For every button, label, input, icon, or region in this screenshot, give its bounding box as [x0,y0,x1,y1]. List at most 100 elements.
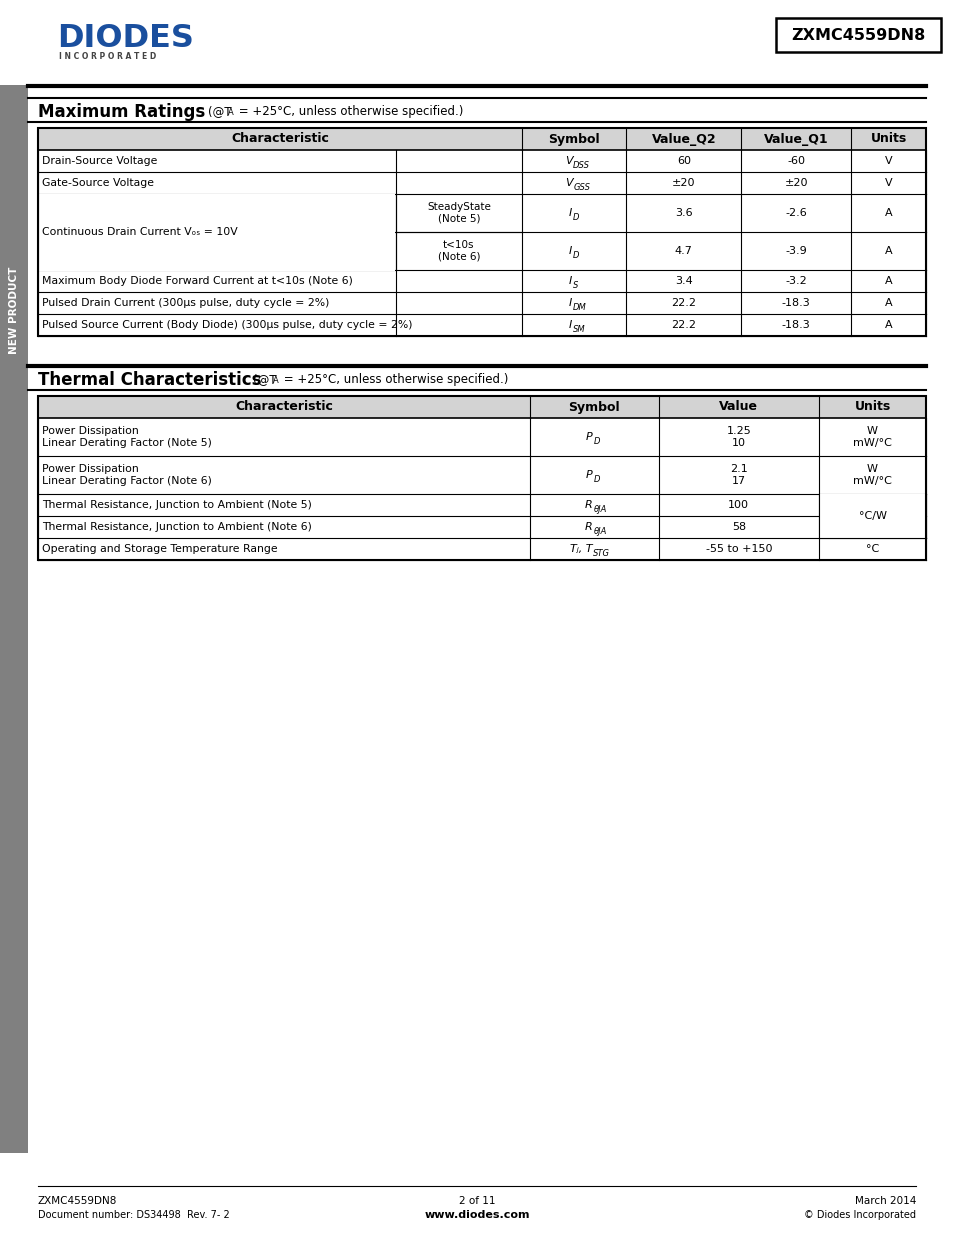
Text: V: V [883,156,891,165]
Text: = +25°C, unless otherwise specified.): = +25°C, unless otherwise specified.) [234,105,463,119]
Bar [38,172,925,194]
Text: (@T: (@T [253,373,276,387]
Text: Pulsed Source Current (Body Diode) (300μs pulse, duty cycle = 2%): Pulsed Source Current (Body Diode) (300μ… [42,320,412,330]
Text: Maximum Body Diode Forward Current at t<10s (Note 6): Maximum Body Diode Forward Current at t<… [42,275,353,287]
Bar [38,232,925,270]
Text: NEW PRODUCT: NEW PRODUCT [9,267,19,353]
Text: P: P [585,432,592,442]
Text: Continuous Drain Current Vₒₛ = 10V: Continuous Drain Current Vₒₛ = 10V [42,207,237,219]
Bar [38,538,925,559]
Text: A: A [273,375,278,385]
Text: 22.2: 22.2 [671,320,696,330]
Text: Characteristic: Characteristic [234,400,333,414]
Text: 22.2: 22.2 [671,298,696,308]
Text: -3.2: -3.2 [784,275,806,287]
Text: -3.9: -3.9 [784,246,806,256]
Text: Value: Value [719,400,758,414]
Text: 58: 58 [731,522,745,532]
Text: V: V [564,156,572,165]
Text: Thermal Characteristics: Thermal Characteristics [38,370,261,389]
Text: www.diodes.com: www.diodes.com [424,1210,529,1220]
Text: V: V [883,178,891,188]
Text: -18.3: -18.3 [781,298,810,308]
Text: θJA: θJA [593,526,606,536]
Text: S: S [573,280,578,289]
Text: Units: Units [869,132,905,146]
Text: A: A [883,207,891,219]
Text: A: A [228,107,233,117]
Text: I: I [568,298,572,308]
Text: R: R [584,500,592,510]
Text: D: D [573,251,579,259]
Text: 2.1
17: 2.1 17 [729,464,747,485]
Text: D: D [593,474,599,483]
Bar [38,194,395,270]
Text: Symbol: Symbol [548,132,599,146]
Text: March 2014: March 2014 [854,1195,915,1207]
Text: D: D [573,212,579,221]
Text: Operating and Storage Temperature Range: Operating and Storage Temperature Range [42,543,277,555]
Bar [819,494,924,538]
Bar [38,516,925,538]
Bar [38,396,925,417]
Text: 2 of 11: 2 of 11 [458,1195,495,1207]
Bar [38,194,925,232]
Text: ZXMC4559DN8: ZXMC4559DN8 [790,27,924,42]
Text: SteadyState
(Note 5): SteadyState (Note 5) [427,203,491,224]
Text: ±20: ±20 [783,178,807,188]
Text: A: A [883,246,891,256]
Text: Characteristic: Characteristic [231,132,329,146]
Text: Power Dissipation
Linear Derating Factor (Note 5): Power Dissipation Linear Derating Factor… [42,426,212,448]
Text: Drain-Source Voltage: Drain-Source Voltage [42,156,157,165]
Text: GSS: GSS [573,183,590,191]
Text: Thermal Resistance, Junction to Ambient (Note 5): Thermal Resistance, Junction to Ambient … [42,500,312,510]
Text: Continuous Drain Current Vₒₛ = 10V: Continuous Drain Current Vₒₛ = 10V [42,227,237,237]
Text: Pulsed Drain Current (300μs pulse, duty cycle = 2%): Pulsed Drain Current (300μs pulse, duty … [42,298,329,308]
Text: D: D [593,436,599,446]
Text: V: V [564,178,572,188]
Text: W
mW/°C: W mW/°C [852,426,891,448]
Text: Tⱼ, T: Tⱼ, T [569,543,592,555]
Text: -55 to +150: -55 to +150 [705,543,771,555]
Text: 3.6: 3.6 [675,207,692,219]
Text: °C/W: °C/W [858,511,885,521]
Text: t<10s
(Note 6): t<10s (Note 6) [437,240,479,262]
Text: P: P [585,471,592,480]
Text: R: R [584,522,592,532]
Text: STG: STG [593,548,610,557]
Text: I: I [568,246,572,256]
Text: -60: -60 [786,156,804,165]
Text: 60: 60 [676,156,690,165]
Bar [38,417,925,456]
Text: SM: SM [573,325,585,333]
Text: θJA: θJA [593,505,606,514]
Text: W
mW/°C: W mW/°C [852,464,891,485]
Bar [38,291,925,314]
Text: Document number: DS34498  Rev. 7- 2: Document number: DS34498 Rev. 7- 2 [38,1210,230,1220]
Text: Value_Q1: Value_Q1 [763,132,828,146]
Text: -2.6: -2.6 [784,207,806,219]
Text: = +25°C, unless otherwise specified.): = +25°C, unless otherwise specified.) [280,373,508,387]
Text: ZXMC4559DN8: ZXMC4559DN8 [38,1195,117,1207]
Bar [0,85,28,1153]
Text: DIODES: DIODES [57,23,193,54]
Text: I N C O R P O R A T E D: I N C O R P O R A T E D [59,52,156,61]
Text: Thermal Resistance, Junction to Ambient (Note 6): Thermal Resistance, Junction to Ambient … [42,522,312,532]
Text: -18.3: -18.3 [781,320,810,330]
Text: Gate-Source Voltage: Gate-Source Voltage [42,178,153,188]
Bar [775,19,940,52]
Bar [38,314,925,336]
Text: © Diodes Incorporated: © Diodes Incorporated [803,1210,915,1220]
Bar [38,494,925,516]
Text: °C: °C [865,543,879,555]
Bar [38,128,925,149]
Text: 3.4: 3.4 [674,275,692,287]
Text: A: A [883,275,891,287]
Text: Units: Units [854,400,890,414]
Text: DM: DM [573,303,586,311]
Text: Symbol: Symbol [568,400,619,414]
Text: ±20: ±20 [671,178,695,188]
Text: Maximum Ratings: Maximum Ratings [38,103,205,121]
Text: °C/W: °C/W [858,500,885,510]
Text: A: A [883,298,891,308]
